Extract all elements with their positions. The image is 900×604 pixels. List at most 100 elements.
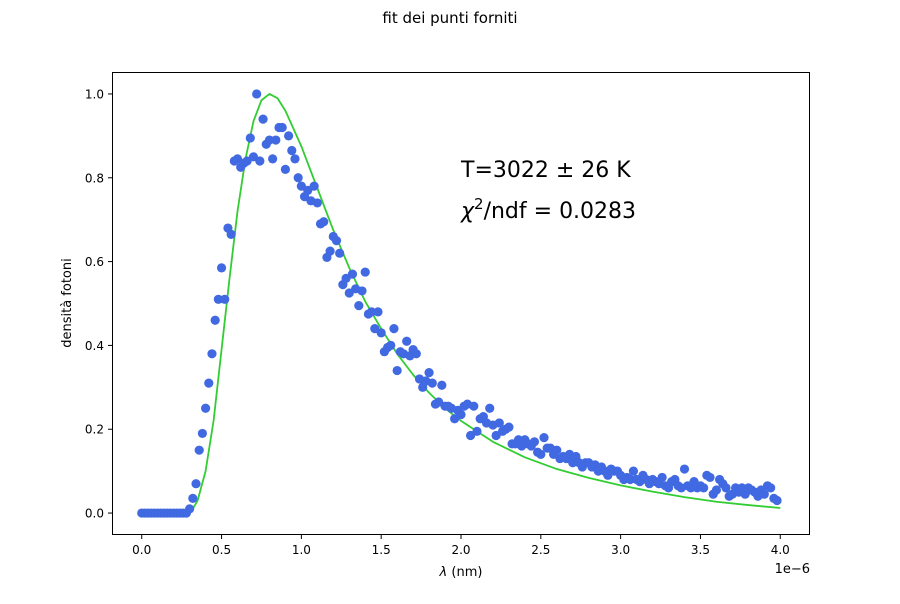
data-point xyxy=(679,464,690,474)
y-tick-label: 0.4 xyxy=(85,339,104,353)
data-point xyxy=(536,449,546,459)
data-point xyxy=(245,133,255,143)
x-axis-label-symbol: λ xyxy=(439,565,448,580)
data-point xyxy=(216,263,227,273)
data-point xyxy=(469,401,479,411)
data-point xyxy=(766,483,776,493)
data-point xyxy=(721,483,731,493)
data-point xyxy=(437,380,447,390)
data-point xyxy=(287,145,297,156)
data-point xyxy=(331,236,342,246)
data-point xyxy=(494,418,504,428)
data-point xyxy=(411,349,421,359)
x-tick-label: 0.5 xyxy=(212,543,231,557)
data-point xyxy=(389,324,399,334)
data-point xyxy=(255,156,265,166)
chi-rest: /ndf = 0.0283 xyxy=(484,199,636,224)
y-tick-label: 0.8 xyxy=(85,171,104,185)
data-point xyxy=(392,365,402,376)
data-point xyxy=(188,493,198,503)
x-tick-label: 1.5 xyxy=(372,543,391,557)
x-tick-label: 2.5 xyxy=(531,543,550,557)
x-offset-label: 1e−6 xyxy=(775,562,810,577)
data-point xyxy=(271,135,281,145)
fit-curve xyxy=(141,93,781,514)
data-point xyxy=(325,246,335,256)
data-point xyxy=(367,307,377,317)
data-point xyxy=(226,229,236,239)
data-point xyxy=(427,378,437,388)
data-point xyxy=(357,286,367,296)
data-point xyxy=(252,89,262,99)
data-point xyxy=(402,336,412,346)
data-point xyxy=(268,154,278,164)
y-axis-label: densità fotoni xyxy=(60,258,75,348)
data-point xyxy=(424,368,434,378)
data-point xyxy=(220,294,230,304)
x-tick-label: 1.0 xyxy=(292,543,311,557)
data-point xyxy=(699,483,709,493)
data-point xyxy=(264,135,275,145)
plot-area xyxy=(137,89,782,518)
data-point xyxy=(657,472,667,483)
x-axis-label: λ (nm) xyxy=(439,565,483,580)
chi-symbol: χ xyxy=(460,199,475,224)
x-tick-label: 2.0 xyxy=(451,543,470,557)
data-point xyxy=(204,378,214,388)
x-tick-label: 0.0 xyxy=(132,543,151,557)
data-point xyxy=(312,198,322,208)
y-axis: 0.0 0.2 0.4 0.6 0.8 1.0 xyxy=(85,87,112,521)
data-point xyxy=(360,267,370,277)
x-axis-label-unit: (nm) xyxy=(447,565,482,580)
data-point xyxy=(197,428,207,439)
data-point xyxy=(711,485,722,495)
data-point xyxy=(376,328,386,338)
chart-title: fit dei punti forniti xyxy=(382,9,517,27)
data-point xyxy=(309,181,319,191)
y-tick-label: 0.6 xyxy=(85,255,104,269)
chi-exponent: 2 xyxy=(474,195,484,213)
data-point xyxy=(373,307,383,317)
x-tick-label: 3.5 xyxy=(691,543,710,557)
data-point xyxy=(191,479,201,489)
data-point xyxy=(472,426,482,436)
data-point xyxy=(705,472,715,483)
data-point xyxy=(258,114,268,124)
data-point xyxy=(319,217,329,227)
y-tick-label: 1.0 xyxy=(85,87,104,101)
data-point xyxy=(539,433,549,443)
data-point xyxy=(194,445,204,455)
data-point xyxy=(280,164,290,174)
data-point xyxy=(625,474,635,485)
data-point xyxy=(456,409,466,420)
data-point xyxy=(529,437,540,447)
data-point xyxy=(210,315,220,325)
x-tick-label: 4.0 xyxy=(771,543,790,557)
y-tick-label: 0.2 xyxy=(85,423,104,437)
data-point xyxy=(335,248,345,258)
data-point xyxy=(504,422,514,432)
data-point xyxy=(213,294,223,304)
data-point xyxy=(200,403,211,413)
data-point xyxy=(354,301,364,311)
y-tick-label: 0.0 xyxy=(85,507,104,521)
data-point xyxy=(207,349,217,359)
data-point xyxy=(772,495,782,506)
data-point xyxy=(293,173,303,183)
data-point xyxy=(277,122,287,133)
x-tick-label: 3.0 xyxy=(611,543,630,557)
chi2-annotation: χ2/ndf = 0.0283 xyxy=(460,195,636,224)
data-point xyxy=(386,340,396,351)
data-point xyxy=(759,489,769,499)
data-point xyxy=(485,403,495,413)
data-point xyxy=(290,154,300,164)
data-point xyxy=(185,504,195,514)
data-point xyxy=(628,466,639,476)
data-point xyxy=(284,131,294,141)
temperature-annotation: T=3022 ± 26 K xyxy=(460,158,631,183)
x-axis: 0.0 0.5 1.0 1.5 2.0 2.5 3.0 3.5 4.0 xyxy=(132,535,790,557)
data-point xyxy=(347,269,358,279)
